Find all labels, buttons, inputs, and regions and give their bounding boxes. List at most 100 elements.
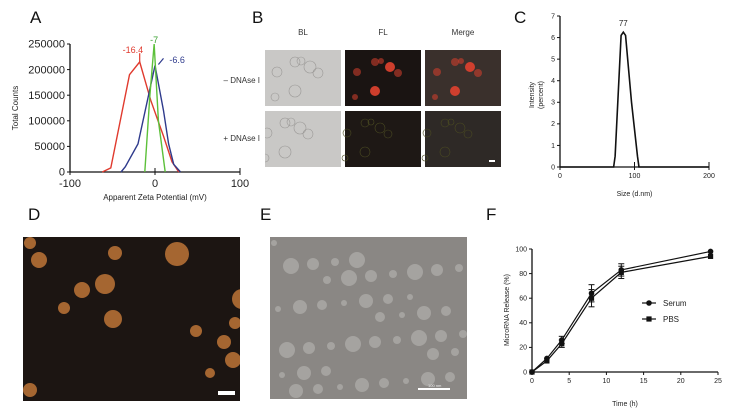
vesicle-dim xyxy=(454,122,466,134)
droplet xyxy=(232,289,240,309)
droplet xyxy=(190,325,202,337)
vesicle-fluorescent xyxy=(451,58,459,66)
scale-bar-label-e: 100 nm xyxy=(428,383,442,388)
x-tick-label: 0 xyxy=(530,378,534,385)
nanoparticle xyxy=(337,384,343,390)
nanoparticle xyxy=(365,270,377,282)
vesicle-dim xyxy=(421,154,429,162)
vesicle-fluorescent xyxy=(433,68,441,76)
droplet xyxy=(217,335,231,349)
peak-marker-blue xyxy=(157,57,164,65)
nanoparticle xyxy=(411,330,427,346)
x-axis-label: Time (h) xyxy=(612,401,638,408)
droplet xyxy=(95,274,115,294)
vesicle-outline xyxy=(279,117,291,129)
y-tick-label: 80 xyxy=(519,271,527,278)
micrograph-cell xyxy=(265,50,341,106)
x-tick-label: 0 xyxy=(152,178,158,190)
x-tick-label: 10 xyxy=(603,378,611,385)
y-axis-label-2: (percent) xyxy=(538,81,545,109)
y-tick-label: 0 xyxy=(551,164,555,171)
peak-label-red: -16.4 xyxy=(123,45,144,55)
nanoparticle xyxy=(379,378,389,388)
y-tick-label: 100000 xyxy=(28,115,65,127)
col-header-merge: Merge xyxy=(451,28,475,37)
vesicle-dim xyxy=(440,118,450,128)
vesicle-fluorescent xyxy=(352,94,358,100)
vesicle-dim xyxy=(341,154,349,162)
nanoparticle xyxy=(431,264,443,276)
panel-label-b: B xyxy=(252,8,264,27)
panel-label-d: D xyxy=(28,205,41,224)
y-tick-label: 5 xyxy=(551,56,555,63)
data-point-pbs xyxy=(707,253,714,259)
x-axis-label: Size (d.nm) xyxy=(617,191,653,198)
panel-label-e: E xyxy=(260,205,272,224)
nanoparticle xyxy=(303,342,315,354)
nanoparticle xyxy=(399,312,405,318)
y-tick-label: 60 xyxy=(519,296,527,303)
nanoparticle xyxy=(451,348,459,356)
nanoparticle xyxy=(313,384,323,394)
micrograph-cell xyxy=(265,111,341,167)
y-tick-label: 100 xyxy=(515,246,527,253)
chart-f-release: 0 5 10 15 20 25 0 20 40 60 80 100 Time (h) MicroRNA R… xyxy=(504,246,722,408)
data-point-pbs xyxy=(529,369,535,375)
vesicle-fluorescent xyxy=(458,58,464,64)
droplet xyxy=(108,246,122,260)
peak-label: 77 xyxy=(619,19,628,28)
x-tick-label: 25 xyxy=(714,378,722,385)
nanoparticle xyxy=(349,252,365,268)
data-point-serum xyxy=(707,248,714,255)
x-tick-label: 20 xyxy=(677,378,685,385)
nanoparticle xyxy=(341,270,357,286)
nanoparticle xyxy=(427,348,439,360)
row-header-plus-dnase: + DNAse I xyxy=(223,134,260,143)
y-tick-label: 4 xyxy=(551,78,555,85)
x-tick-label: 200 xyxy=(703,173,715,180)
nanoparticle xyxy=(407,264,423,280)
micrograph-d xyxy=(23,237,240,401)
scale-bar-d xyxy=(218,391,235,395)
nanoparticle xyxy=(327,342,335,350)
data-point-pbs xyxy=(588,295,595,301)
vesicle-outline xyxy=(288,84,302,98)
nanoparticle xyxy=(417,306,431,320)
vesicle-dim xyxy=(463,129,473,139)
droplet xyxy=(165,242,189,266)
y-tick-label: 250000 xyxy=(28,39,65,51)
scale-bar-b xyxy=(489,160,495,162)
nanoparticle xyxy=(321,366,331,376)
vesicle-outline xyxy=(289,56,301,68)
nanoparticle xyxy=(323,276,331,284)
y-tick-label: 200000 xyxy=(28,64,65,76)
micrograph-background xyxy=(23,237,240,401)
y-tick-label: 0 xyxy=(523,369,527,376)
data-point-pbs xyxy=(559,341,565,347)
nanoparticle xyxy=(375,312,385,322)
vesicle-outline xyxy=(286,117,296,127)
x-tick-label: -100 xyxy=(59,178,81,190)
nanoparticle xyxy=(341,300,347,306)
nanoparticle xyxy=(421,372,435,386)
vesicle-outline xyxy=(271,66,283,78)
nanoparticle xyxy=(441,306,451,316)
vesicle-outline xyxy=(303,60,317,74)
nanoparticle xyxy=(435,330,447,342)
vesicle-outline xyxy=(270,92,280,102)
x-tick-label: 0 xyxy=(558,173,562,180)
nanoparticle xyxy=(283,258,299,274)
vesicle-outline xyxy=(293,121,307,135)
vesicle-dim xyxy=(383,129,393,139)
peak-label-green: -7 xyxy=(150,35,158,45)
vesicle-dim xyxy=(422,128,432,138)
series-line-2 xyxy=(144,43,166,173)
y-axis-label: Intensity xyxy=(529,81,536,108)
nanoparticle xyxy=(279,372,285,378)
nanoparticle xyxy=(393,336,401,344)
y-tick-label: 3 xyxy=(551,100,555,107)
nanoparticle xyxy=(297,366,311,380)
microscopy-grid-b xyxy=(265,50,501,167)
vesicle-dim xyxy=(374,122,386,134)
